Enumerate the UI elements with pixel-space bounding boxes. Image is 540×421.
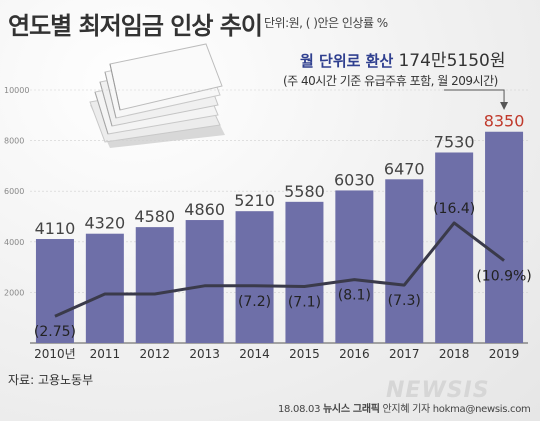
- rate-label: (16.4): [433, 201, 475, 217]
- money-stack-icon: [89, 43, 225, 148]
- x-tick-label: 2012: [139, 347, 170, 361]
- credit-agency: 뉴시스 그래픽: [323, 404, 380, 415]
- callout-connector: [444, 89, 505, 104]
- bar-value-label: 6030: [334, 170, 375, 189]
- bar-value-label: 5580: [284, 182, 325, 201]
- x-tick-label: 2013: [189, 347, 220, 361]
- page-title: 연도별 최저임금 인상 추이: [8, 12, 263, 40]
- monthly-conversion: 월 단위로 환산 174만5150원: [300, 46, 505, 71]
- callout-arrow: [500, 102, 509, 110]
- source-note: 자료: 고용노동부: [8, 373, 94, 387]
- y-tick-label: 10000: [4, 86, 29, 95]
- rate-label: (7.1): [288, 294, 321, 310]
- increase-rate-labels: (2.75) (7.2) (7.1) (8.1) (7.3) (16.4) (10.9%): [34, 201, 532, 340]
- rate-label: (2.75): [34, 324, 76, 340]
- rate-label: (7.2): [238, 294, 271, 310]
- x-tick-label: 2017: [389, 347, 420, 361]
- newsis-watermark: NEWSIS: [386, 378, 490, 403]
- bar-value-label: 7530: [434, 132, 475, 151]
- bar: [385, 179, 424, 343]
- monthly-conversion-value: 174만5150원: [398, 51, 506, 71]
- rate-label: (10.9%): [476, 269, 531, 285]
- monthly-conversion-label: 월 단위로 환산: [300, 52, 394, 70]
- y-tick-label: 6000: [4, 187, 24, 196]
- bar-value-label: 4110: [35, 219, 76, 238]
- credit-line: 18.08.03 뉴시스 그래픽 안지혜 기자 hokma@newsis.com: [278, 400, 531, 415]
- bar: [235, 211, 274, 343]
- bar: [285, 201, 324, 343]
- rate-label: (7.3): [388, 293, 421, 309]
- bar: [435, 152, 474, 343]
- x-tick-label: 2015: [289, 347, 320, 361]
- bar-value-label: 5210: [234, 191, 275, 210]
- callout-line: [444, 89, 509, 110]
- y-tick-label: 8000: [4, 137, 24, 146]
- x-tick-label: 2016: [339, 347, 370, 361]
- bar-value-label: 4860: [184, 200, 225, 219]
- x-tick-label: 2010년: [34, 347, 76, 361]
- bar-value-label: 8350: [484, 112, 525, 131]
- x-tick-label: 2014: [239, 347, 270, 361]
- y-tick-label: 2000: [4, 288, 24, 297]
- x-axis-labels: 2010년 2011 2012 2013 2014 2015 2016 2017 2018 201…: [34, 347, 519, 361]
- bar: [335, 190, 374, 343]
- bar-value-labels: 4110 4320 4580 4860 5210 5580 6030 6470 7530 8350: [35, 112, 525, 238]
- bar: [485, 131, 524, 343]
- x-tick-label: 2018: [439, 347, 470, 361]
- bar: [35, 239, 74, 343]
- bar-value-label: 6470: [384, 159, 425, 178]
- y-axis-ticks: 2000 4000 6000 8000 10000: [4, 86, 29, 297]
- wage-chart: 2000 4000 6000 8000 10000 4110 4320 4580 4860 52…: [4, 86, 532, 361]
- bar: [85, 233, 124, 343]
- rate-line: [54, 221, 505, 318]
- bars: [35, 131, 524, 343]
- bar: [135, 227, 174, 343]
- y-tick-label: 4000: [4, 238, 24, 247]
- unit-note: 단위:원, ( )안은 인상률 %: [264, 16, 388, 30]
- bar-value-label: 4320: [84, 214, 125, 233]
- increase-rate-line: [54, 221, 505, 318]
- monthly-conversion-note: (주 40시간 기준 유급주휴 포함, 월 209시간): [283, 74, 498, 88]
- bar: [185, 220, 224, 343]
- rate-label: (8.1): [338, 288, 371, 304]
- x-tick-label: 2019: [489, 347, 520, 361]
- x-tick-label: 2011: [90, 347, 121, 361]
- credit-date: 18.08.03: [278, 404, 321, 415]
- bar-value-label: 4580: [134, 207, 175, 226]
- credit-author: 안지혜 기자 hokma@newsis.com: [382, 404, 531, 415]
